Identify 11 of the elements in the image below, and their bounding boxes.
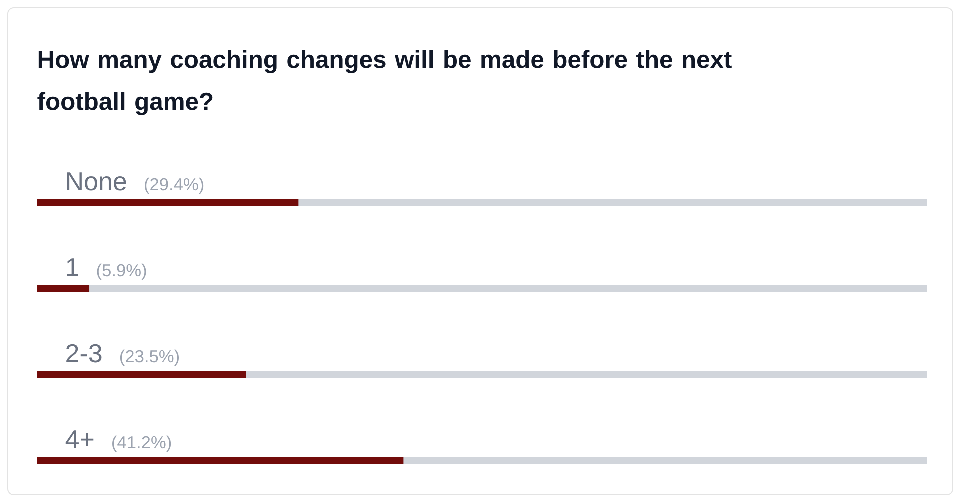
- y-tick-label: None: [67, 172, 126, 191]
- bar: [37, 284, 90, 292]
- y-tick-label: 1: [67, 258, 78, 276]
- data-label: (29.4%): [145, 178, 204, 194]
- y-tick-label: 4+: [66, 430, 94, 448]
- data-label: (23.5%): [120, 350, 180, 366]
- data-label: (5.9%): [97, 264, 146, 280]
- bar: [37, 370, 246, 378]
- chart-title: How many coaching changes will be made before the next football game?: [38, 50, 732, 116]
- data-label: (41.2%): [112, 436, 172, 452]
- y-tick-label: 2-3: [66, 344, 102, 363]
